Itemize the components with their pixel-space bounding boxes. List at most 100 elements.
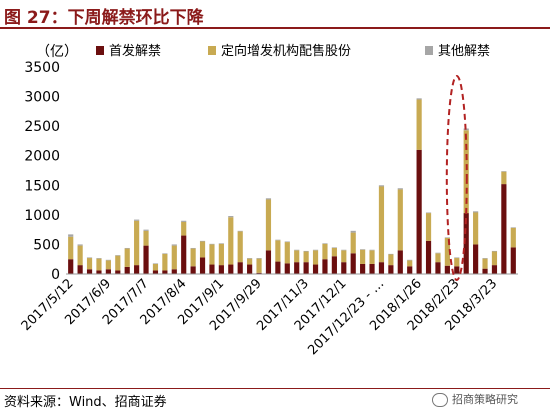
- bar-segment: [256, 272, 262, 274]
- bar-segment: [331, 247, 337, 248]
- bar-segment: [473, 211, 479, 213]
- bar-segment: [369, 250, 375, 264]
- bar-segment: [86, 269, 93, 274]
- bar-segment: [105, 259, 111, 261]
- bar-segment: [284, 263, 290, 274]
- bar-segment: [124, 248, 130, 267]
- bar-segment: [105, 260, 111, 270]
- bar-segment: [331, 256, 337, 274]
- bar-segment: [162, 253, 168, 271]
- bar-segment: [360, 249, 366, 264]
- bar-segment: [463, 213, 469, 274]
- bar-segment: [444, 265, 450, 274]
- bar-segment: [228, 264, 234, 274]
- bar-segment: [388, 254, 394, 266]
- bar-segment: [96, 258, 102, 271]
- bar-segment: [341, 250, 347, 263]
- wechat-icon: [432, 393, 448, 407]
- bar-segment: [416, 98, 422, 100]
- legend-label: 首发解禁: [109, 43, 161, 59]
- bar-segment: [181, 235, 187, 274]
- bar-segment: [303, 262, 309, 274]
- bar-segment: [322, 243, 328, 260]
- bar-segment: [454, 257, 460, 259]
- bar-segment: [491, 251, 498, 266]
- bar-segment: [482, 258, 488, 259]
- bar-segment: [68, 236, 74, 260]
- bar-segment: [247, 258, 253, 265]
- y-tick-label: 3500: [24, 60, 60, 76]
- bar-segment: [77, 245, 83, 266]
- bar-segment: [341, 249, 347, 251]
- bar-segment: [388, 253, 394, 255]
- bar-segment: [209, 243, 215, 245]
- bar-segment: [152, 263, 159, 271]
- bar-segment: [199, 241, 206, 258]
- bar-segment: [171, 245, 177, 270]
- bar-segment: [397, 188, 403, 190]
- bar-segment: [265, 198, 272, 200]
- bar-segment: [218, 243, 224, 266]
- bar-segment: [294, 249, 300, 251]
- highlight-ellipse: [445, 75, 468, 281]
- y-tick-label: 0: [51, 267, 60, 283]
- bar-segment: [397, 250, 403, 274]
- bar-segment: [463, 130, 469, 214]
- bar-segment: [181, 220, 187, 222]
- bar-segment: [218, 265, 224, 274]
- watermark: 招商策略研究: [432, 391, 518, 407]
- bar-segment: [115, 255, 121, 271]
- bar-segment: [86, 258, 93, 270]
- bar-segment: [265, 199, 272, 251]
- bar-segment: [152, 270, 159, 274]
- bar-segment: [143, 229, 149, 231]
- y-tick-label: 2500: [24, 119, 60, 135]
- bar-segment: [510, 227, 516, 228]
- bar-segment: [312, 264, 319, 274]
- bar-segment: [162, 270, 168, 274]
- bar-segment: [378, 186, 385, 263]
- bar-segment: [294, 262, 300, 274]
- bar-segment: [228, 216, 234, 218]
- bar-segment: [501, 171, 507, 172]
- bar-segment: [256, 258, 262, 273]
- bar-segment: [237, 231, 243, 263]
- source-note: 资料来源：Wind、招商证券: [4, 395, 167, 410]
- y-unit-label: （亿）: [36, 44, 78, 60]
- bar-segment: [237, 230, 243, 232]
- bar-segment: [491, 265, 498, 274]
- bar-segment: [115, 255, 121, 256]
- bar-segment: [416, 99, 422, 150]
- bar-segment: [256, 258, 262, 259]
- bar-segment: [134, 220, 140, 266]
- bar-segment: [407, 259, 413, 261]
- bar-segment: [312, 250, 319, 265]
- bar-segment: [416, 149, 422, 274]
- bar-segment: [171, 244, 177, 246]
- bar-segment: [284, 241, 290, 243]
- bar-segment: [510, 247, 516, 274]
- bar-segment: [68, 259, 74, 274]
- bar-segment: [303, 251, 309, 263]
- bar-segment: [510, 227, 516, 248]
- bar-segment: [134, 265, 140, 274]
- bar-segment: [124, 266, 130, 274]
- bar-segment: [435, 262, 441, 274]
- bar-segment: [444, 237, 450, 238]
- bar-segment: [96, 258, 102, 259]
- bar-segment: [209, 264, 215, 274]
- stacked-bar-chart: （亿） 首发解禁 定向增发机构配售股份 其他解禁 0 500 1000 1500 2000 250…: [19, 43, 518, 358]
- bar-segment: [491, 250, 498, 252]
- figure-title: 图 27：下周解禁环比下降: [4, 8, 204, 28]
- bar-segment: [228, 217, 234, 265]
- bar-segment: [275, 239, 281, 241]
- x-tick-label: 2017/5/12: [19, 276, 77, 334]
- bar-segment: [96, 270, 102, 274]
- bar-segment: [378, 262, 385, 274]
- bar-segment: [388, 265, 394, 274]
- bar-segment: [425, 240, 432, 274]
- bar-segment: [397, 189, 403, 251]
- bar-segment: [152, 263, 159, 264]
- bar-segment: [218, 243, 224, 244]
- bar-segment: [444, 237, 450, 266]
